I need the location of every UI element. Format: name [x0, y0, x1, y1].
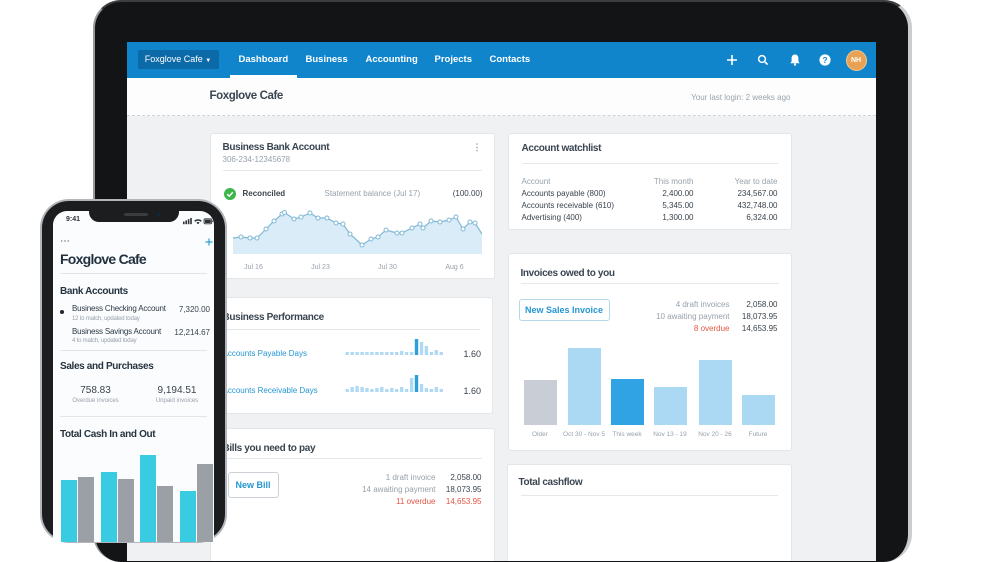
svg-text:?: ? — [822, 55, 827, 65]
